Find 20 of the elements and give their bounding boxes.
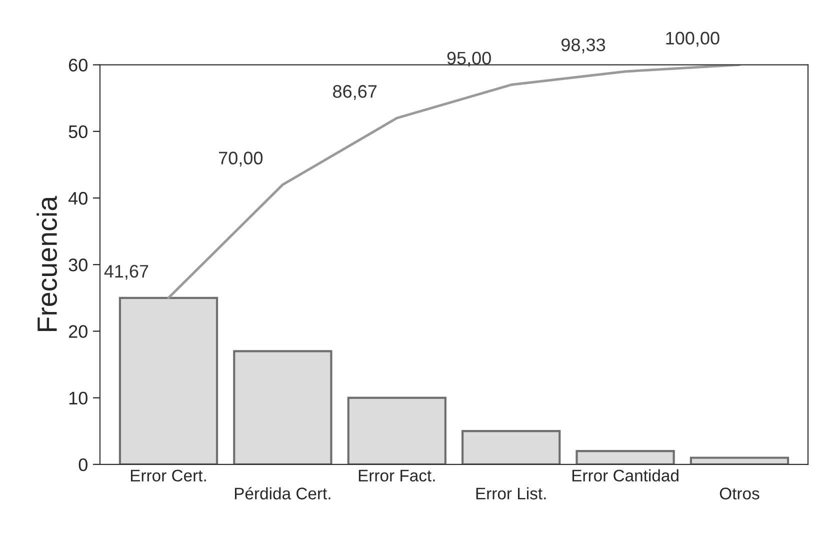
y-tick-label: 60 — [68, 58, 88, 72]
x-tick-label: Pérdida Cert. — [234, 487, 330, 500]
annotation: 100,00 — [666, 32, 720, 47]
x-tick-label: Error List. — [476, 487, 546, 500]
x-tick-label: Otros — [720, 488, 760, 500]
y-tick-label: 0 — [78, 458, 88, 472]
annotation: 86,67 — [333, 85, 377, 100]
y-tick-label: 50 — [68, 125, 88, 138]
y-axis-title: Frecuencia — [36, 196, 58, 332]
x-tick-label: Error Cantidad — [572, 469, 678, 482]
x-tick-label: Error Fact. — [358, 470, 435, 482]
annotation: 70,00 — [218, 152, 263, 167]
x-tick-label: Error Cert. — [130, 470, 206, 482]
y-tick-label: 10 — [69, 392, 88, 405]
y-tick-label: 30 — [68, 258, 88, 272]
annotation: 41,67 — [104, 264, 148, 280]
y-tick-label: 20 — [68, 325, 88, 338]
y-tick-label: 40 — [68, 192, 88, 205]
annotation: 95,00 — [447, 52, 491, 67]
annotation: 98,33 — [562, 38, 606, 54]
